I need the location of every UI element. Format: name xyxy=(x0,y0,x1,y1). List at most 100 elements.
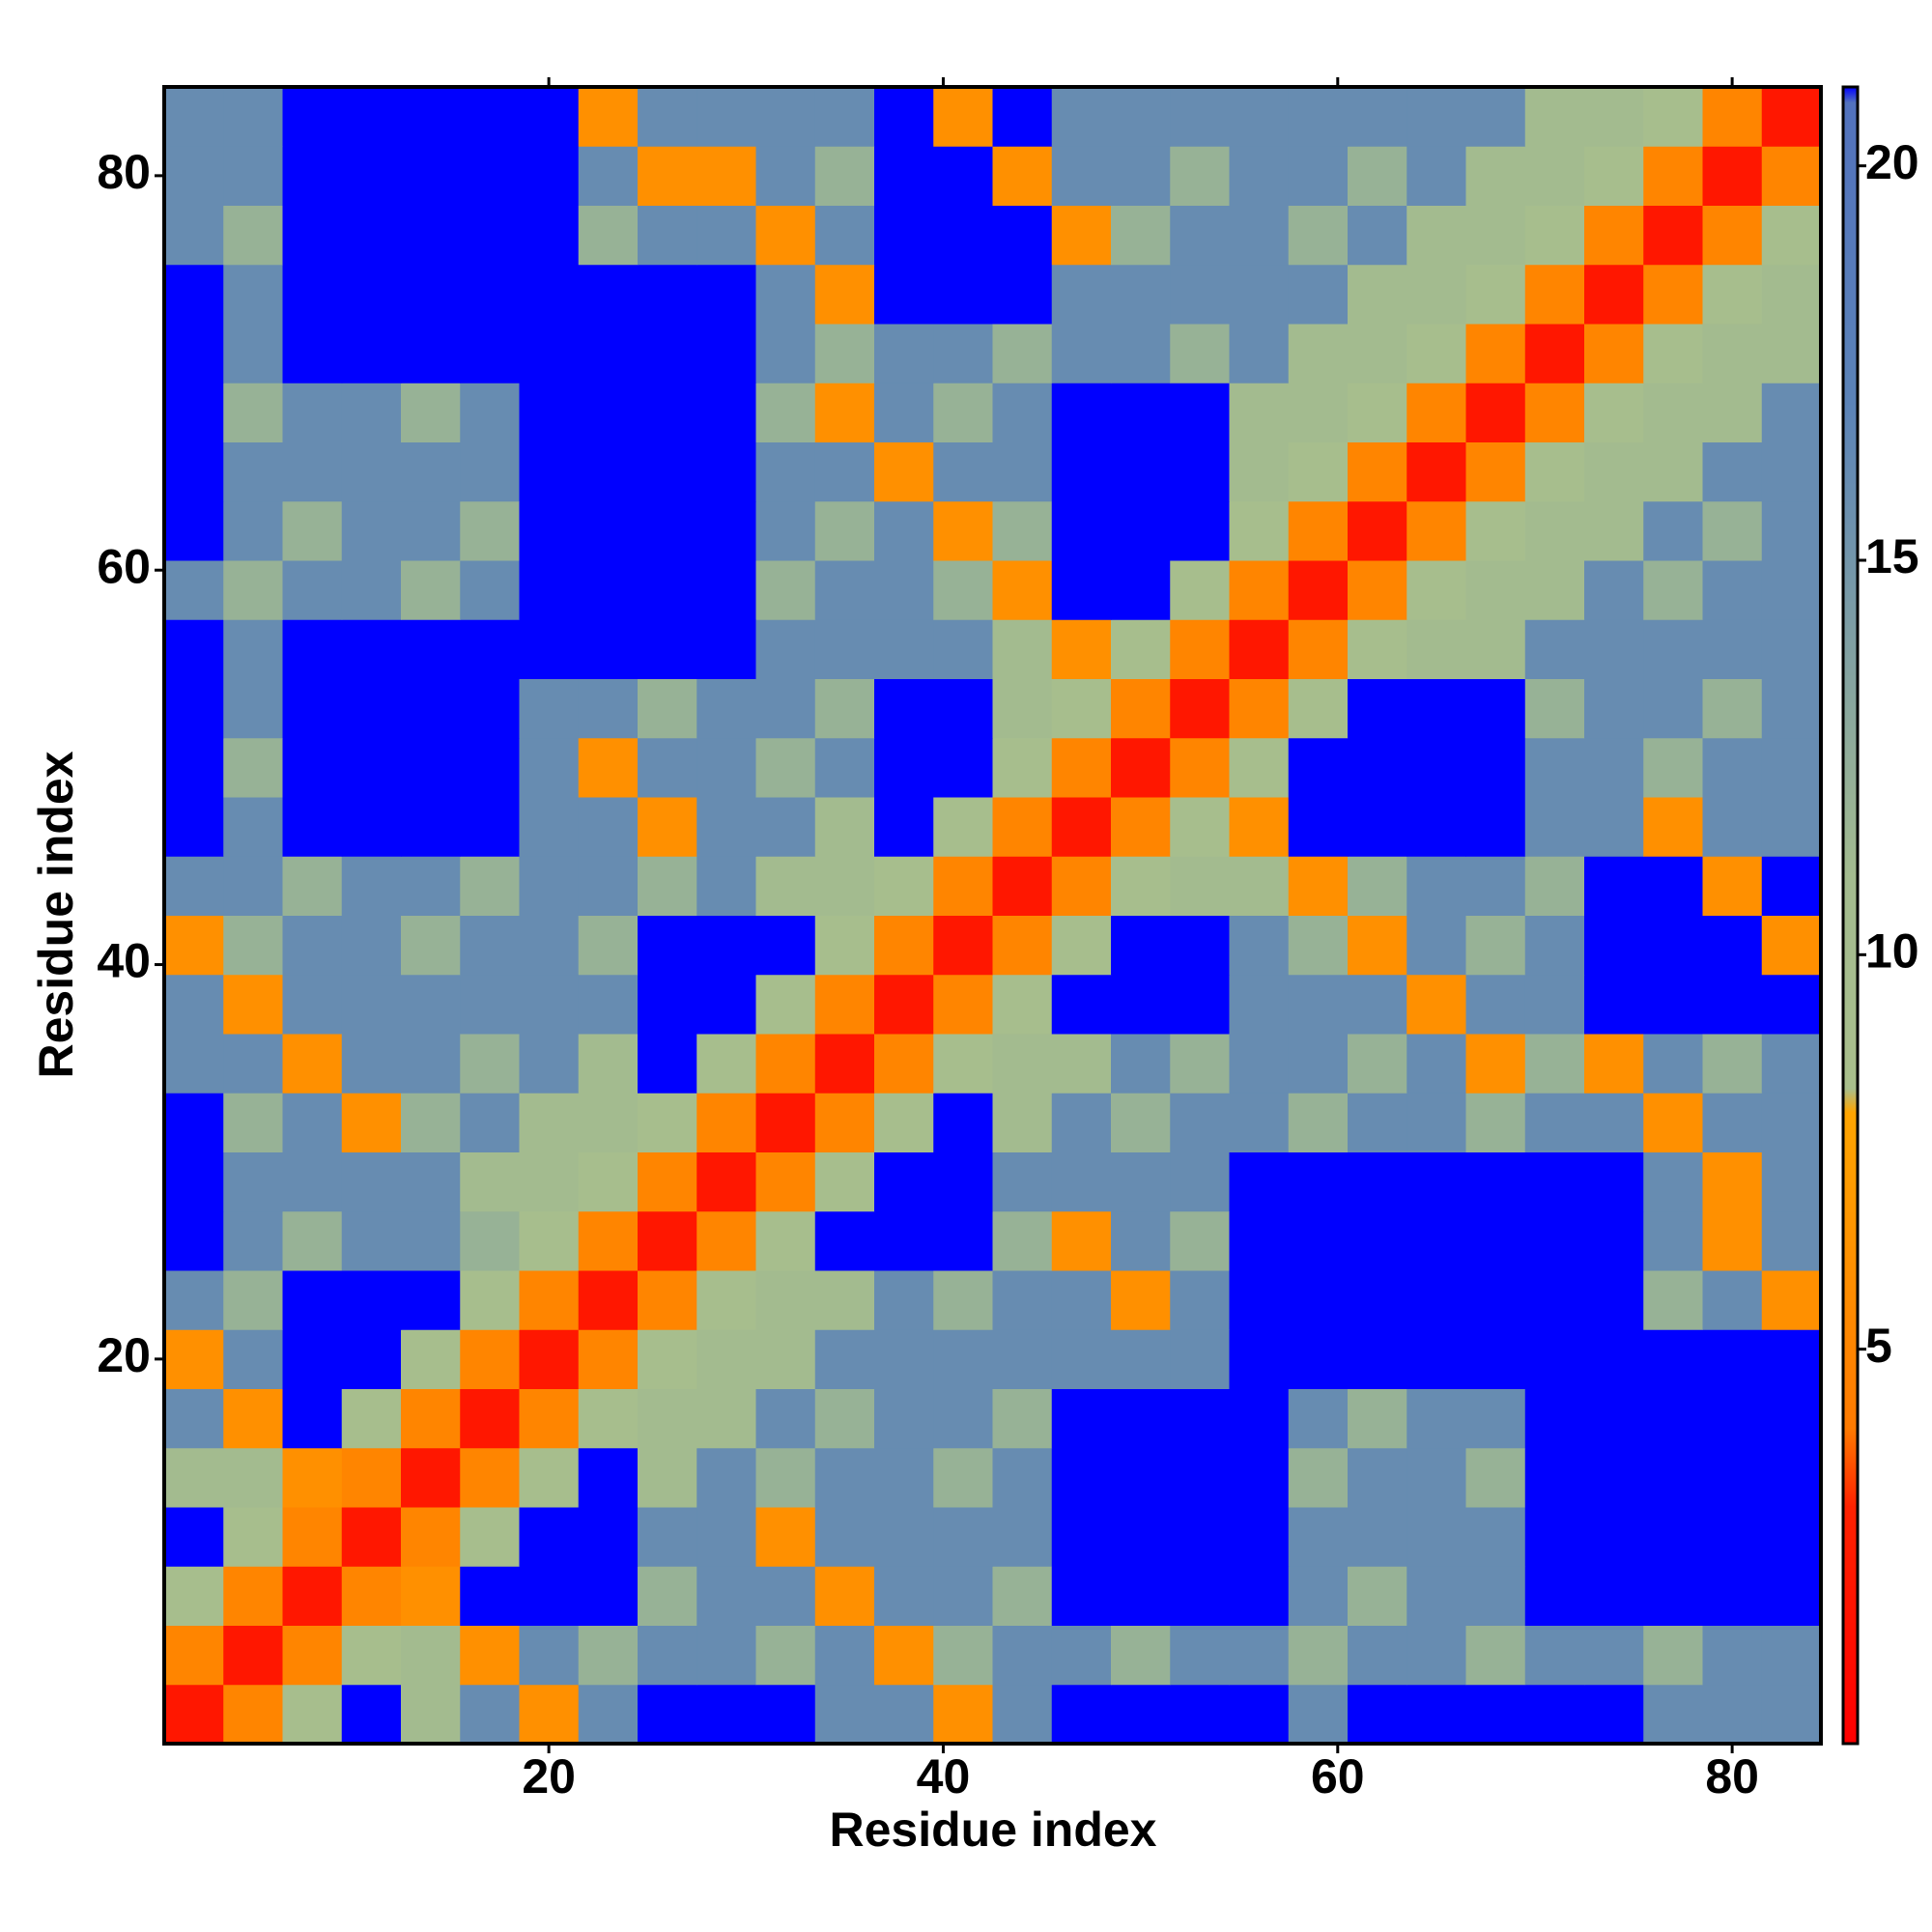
heatmap-cell xyxy=(460,87,520,147)
heatmap-cell xyxy=(519,856,580,916)
heatmap-cell xyxy=(992,1507,1053,1567)
heatmap-cell xyxy=(223,383,283,442)
heatmap-cell xyxy=(164,1566,224,1626)
heatmap-cell xyxy=(1406,974,1466,1035)
heatmap-cell xyxy=(1170,1447,1230,1508)
heatmap-cell xyxy=(1051,1270,1112,1330)
heatmap-cell xyxy=(1465,1507,1526,1567)
heatmap-cell xyxy=(992,1151,1053,1212)
heatmap-cell xyxy=(1288,324,1349,384)
heatmap-cell xyxy=(1051,1684,1112,1745)
heatmap-cell xyxy=(1348,1093,1407,1152)
heatmap-cell xyxy=(1761,1566,1822,1626)
heatmap-cell xyxy=(460,1329,520,1389)
heatmap-cell xyxy=(1761,324,1822,384)
heatmap-cell xyxy=(164,146,224,206)
heatmap-cell xyxy=(1051,915,1112,976)
heatmap-cell xyxy=(401,264,461,325)
heatmap-cell xyxy=(1465,1625,1526,1686)
heatmap-cell xyxy=(341,383,402,442)
heatmap-cell xyxy=(401,915,461,976)
heatmap-cell xyxy=(1702,441,1763,502)
heatmap-cell xyxy=(992,441,1053,502)
heatmap-cell xyxy=(1406,1210,1466,1271)
heatmap-cell xyxy=(1170,1034,1230,1094)
heatmap-cell xyxy=(638,1388,697,1449)
heatmap-cell xyxy=(1702,1093,1763,1152)
heatmap-cell xyxy=(578,915,639,976)
heatmap-cell xyxy=(1051,737,1112,798)
heatmap-cell xyxy=(1702,678,1763,739)
heatmap-cell xyxy=(1348,1210,1407,1271)
heatmap-cell xyxy=(1584,146,1644,206)
heatmap-cell xyxy=(1111,1507,1171,1567)
heatmap-cell xyxy=(223,1566,283,1626)
heatmap-cell xyxy=(460,974,520,1035)
heatmap-cell xyxy=(1288,264,1349,325)
heatmap-cell xyxy=(341,915,402,976)
heatmap-cell xyxy=(460,560,520,620)
heatmap-cell xyxy=(460,856,520,916)
heatmap-cell xyxy=(164,560,224,620)
heatmap-cell xyxy=(1229,324,1290,384)
heatmap-cell xyxy=(1051,1507,1112,1567)
heatmap-cell xyxy=(755,383,816,442)
heatmap-cell xyxy=(1761,1034,1822,1094)
heatmap-cell xyxy=(1051,1625,1112,1686)
heatmap-cell xyxy=(1406,324,1466,384)
heatmap-cell xyxy=(1170,797,1230,857)
heatmap-cell xyxy=(460,1684,520,1745)
heatmap-cell xyxy=(578,1388,639,1449)
heatmap-cell xyxy=(401,1566,461,1626)
heatmap-cell xyxy=(1051,324,1112,384)
heatmap-cell xyxy=(638,797,697,857)
heatmap-cell xyxy=(1524,383,1585,442)
heatmap-cell xyxy=(460,1210,520,1271)
heatmap-cell xyxy=(1643,619,1703,679)
heatmap-cell xyxy=(1406,264,1466,325)
heatmap-cell xyxy=(401,87,461,147)
heatmap-cell xyxy=(282,1329,343,1389)
heatmap-cell xyxy=(1643,1447,1703,1508)
heatmap-cell xyxy=(519,324,580,384)
heatmap-cell xyxy=(1348,1447,1407,1508)
heatmap-cell xyxy=(1348,560,1407,620)
heatmap-cell xyxy=(755,1210,816,1271)
heatmap-cell xyxy=(1761,915,1822,976)
heatmap-cell xyxy=(874,500,934,561)
heatmap-cell xyxy=(1465,383,1526,442)
heatmap-cell xyxy=(814,1507,875,1567)
heatmap-cell xyxy=(992,1566,1053,1626)
heatmap-cell xyxy=(1524,1270,1585,1330)
heatmap-cell xyxy=(578,87,639,147)
heatmap-cell xyxy=(1348,87,1407,147)
heatmap-cell xyxy=(1524,856,1585,916)
heatmap-cell xyxy=(1761,1507,1822,1567)
heatmap-cell xyxy=(1229,678,1290,739)
y-axis-label: Residue index xyxy=(29,751,83,1078)
x-tick-label: 60 xyxy=(1311,1749,1365,1804)
heatmap-cell xyxy=(460,797,520,857)
heatmap-cell xyxy=(1406,1093,1466,1152)
heatmap-cell xyxy=(992,87,1053,147)
heatmap-cell xyxy=(1524,1684,1585,1745)
heatmap-cell xyxy=(1170,1625,1230,1686)
heatmap-cell xyxy=(341,441,402,502)
heatmap-cell xyxy=(1229,1210,1290,1271)
heatmap-cell xyxy=(519,441,580,502)
heatmap-cell xyxy=(223,1034,283,1094)
heatmap-cell xyxy=(578,1151,639,1212)
heatmap-cell xyxy=(755,1388,816,1449)
heatmap-cell xyxy=(874,383,934,442)
heatmap-cell xyxy=(401,205,461,266)
heatmap-cell xyxy=(1584,1270,1644,1330)
heatmap-cell xyxy=(1111,1566,1171,1626)
heatmap-cell xyxy=(519,1093,580,1152)
heatmap-cell xyxy=(282,1566,343,1626)
heatmap-cell xyxy=(1465,500,1526,561)
heatmap-cell xyxy=(223,1507,283,1567)
heatmap-cell xyxy=(164,737,224,798)
heatmap-cell xyxy=(1584,441,1644,502)
y-tick-label: 80 xyxy=(97,145,151,199)
